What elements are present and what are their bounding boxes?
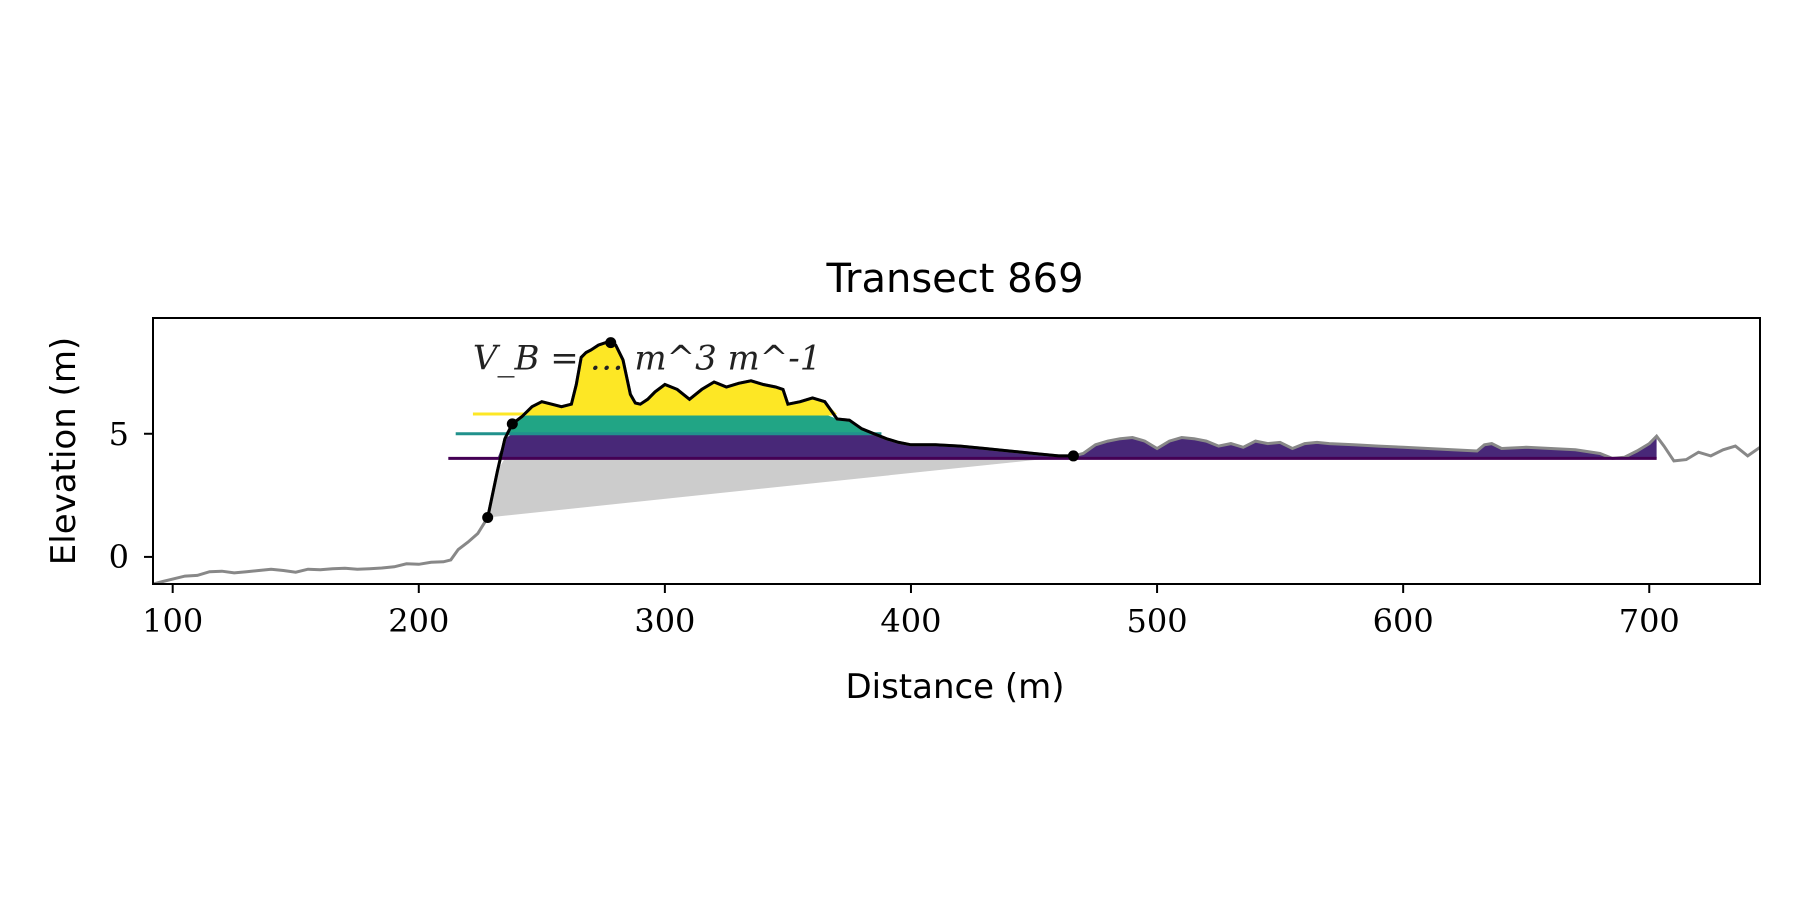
x-tick-label-500: 500 [1127,602,1188,640]
key-point-3 [605,337,617,349]
y-tick-label-0: 0 [109,538,129,576]
lower-band-fill [487,433,1657,459]
plot-content: V_B = … m^3 m^-1 [153,337,1760,584]
axis-ticks: 100 200 300 400 500 600 700 0 5 [109,415,1680,640]
plot-area: V_B = … m^3 m^-1 [153,337,1760,584]
x-tick-label-100: 100 [142,602,203,640]
x-tick-label-200: 200 [388,602,449,640]
chart-title: Transect 869 [825,256,1083,302]
gray-wedge [487,455,1074,518]
x-tick-label-300: 300 [634,602,695,640]
y-tick-label-5: 5 [109,415,129,453]
x-tick-label-600: 600 [1373,602,1434,640]
x-axis-label: Distance (m) [845,667,1064,707]
volume-annotation: V_B = … m^3 m^-1 [473,339,821,379]
mid-band-fill [487,414,1074,434]
x-tick-label-700: 700 [1619,602,1680,640]
upper-band-fill [487,342,1074,415]
x-tick-label-400: 400 [880,602,941,640]
key-point-4 [1067,450,1079,462]
dune-profile-line [486,340,1074,518]
plot-frame [152,317,1761,585]
y-axis-label: Elevation (m) [44,337,84,565]
key-point-2 [506,418,518,430]
key-point-1 [482,512,494,523]
